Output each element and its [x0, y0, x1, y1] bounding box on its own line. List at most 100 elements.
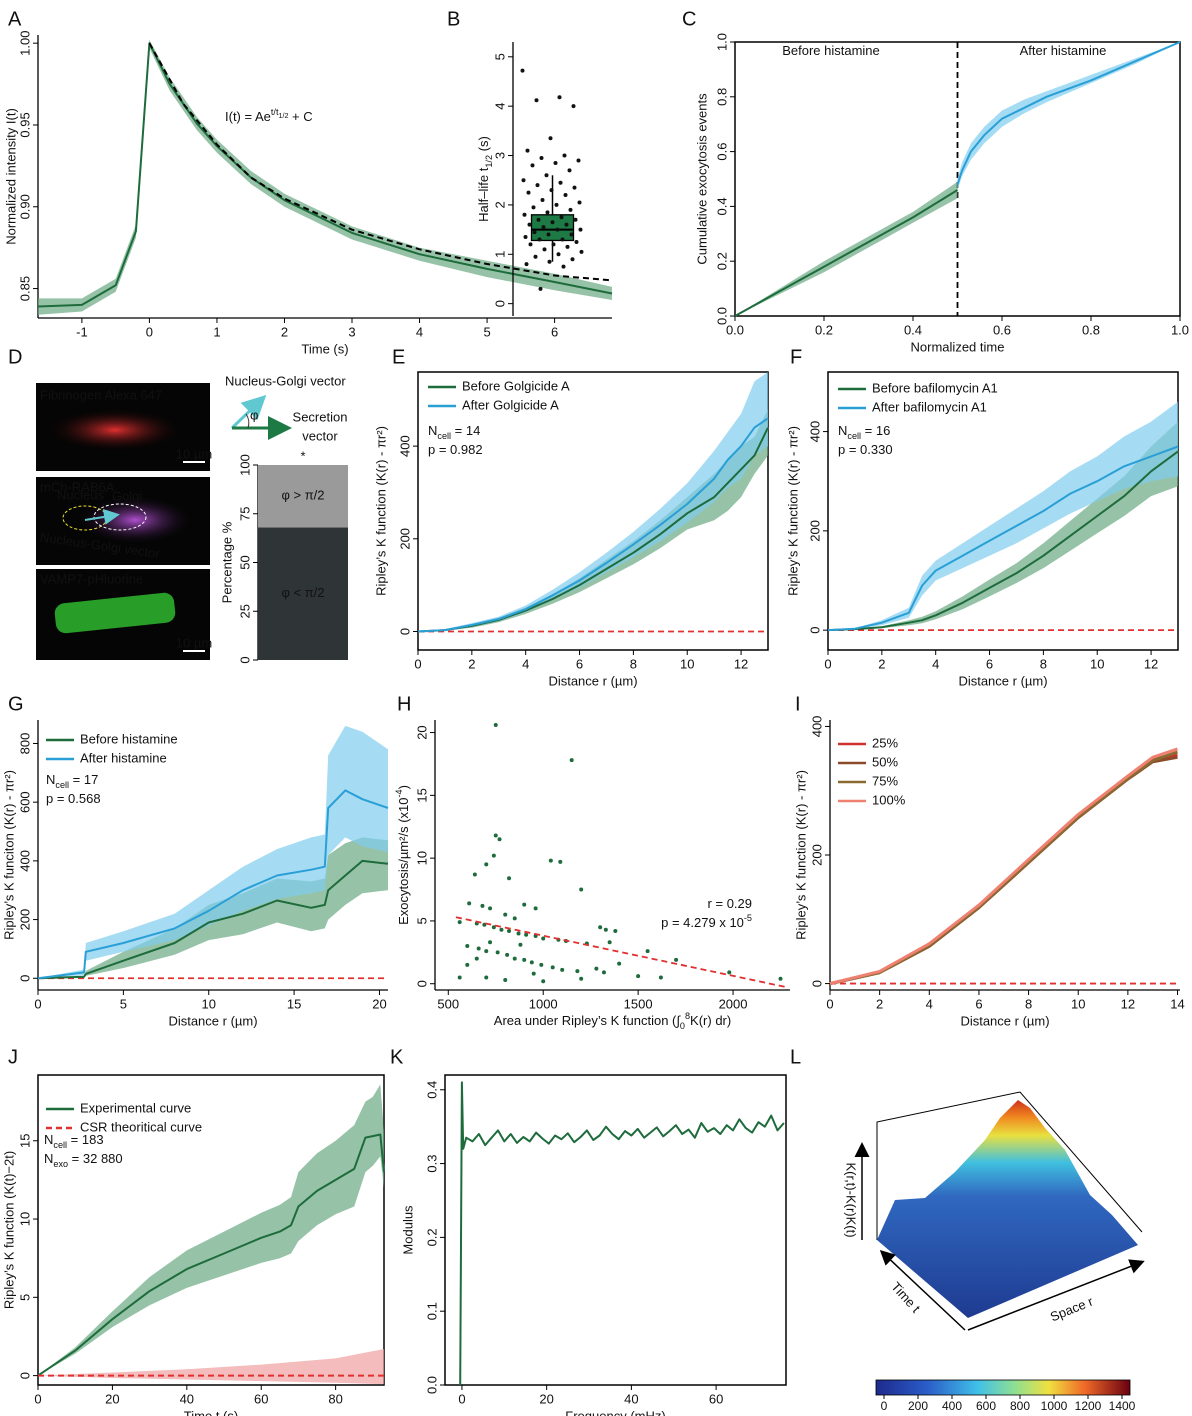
- point: [601, 970, 606, 975]
- point: [488, 940, 493, 945]
- image-signal: [54, 592, 176, 634]
- point: [598, 925, 603, 930]
- point: [567, 168, 572, 173]
- annotation: Ncell = 14: [428, 423, 480, 441]
- annotation: p = 0.330: [838, 442, 893, 457]
- x-tick-label: 4: [932, 656, 939, 671]
- line: [829, 755, 1178, 986]
- point: [476, 946, 481, 951]
- y-tick-label: 200: [807, 520, 822, 542]
- x-tick-label: 1000: [529, 996, 558, 1011]
- panel-letter: D: [8, 346, 22, 368]
- point: [576, 158, 581, 163]
- point: [495, 950, 500, 955]
- image-signal: [45, 408, 185, 452]
- point: [480, 903, 485, 908]
- colorbar-tick-label: 600: [976, 1399, 996, 1413]
- annotation-part: = 17: [69, 772, 98, 787]
- point: [546, 232, 551, 237]
- confidence-band: [38, 1084, 384, 1376]
- point: [503, 977, 508, 982]
- point: [636, 974, 641, 979]
- annotation-part: = 14: [451, 423, 480, 438]
- x-axis-label: Frequency (mHz): [565, 1408, 665, 1416]
- annotation: Ncell = 183: [44, 1132, 104, 1150]
- annotation-sup: -5: [744, 913, 752, 923]
- y-tick-label: 0: [17, 1372, 32, 1379]
- point: [603, 927, 608, 932]
- diagram-label: φ: [250, 407, 258, 422]
- colorbar-tick-label: 1200: [1075, 1399, 1102, 1413]
- y-tick-label: 200: [397, 528, 412, 550]
- y-tick-label: 0.0: [424, 1376, 439, 1394]
- y-tick-label: 0.85: [17, 276, 32, 301]
- point: [658, 975, 663, 980]
- colorbar-tick-label: 0: [881, 1399, 888, 1413]
- point: [522, 212, 527, 217]
- y-tick-label: 0.4: [714, 197, 729, 215]
- point: [507, 928, 512, 933]
- point: [507, 876, 512, 881]
- segment-label: φ < π/2: [281, 585, 324, 600]
- line: [37, 42, 613, 308]
- point: [579, 249, 584, 254]
- arrow: [230, 394, 267, 430]
- y-tick-label: 200: [17, 909, 32, 931]
- x-tick-label: 0: [146, 324, 153, 339]
- x-tick-label: 10: [201, 996, 215, 1011]
- legend-label: 100%: [872, 792, 906, 807]
- x-axis-label-part: K(r) dr): [690, 1013, 731, 1028]
- point: [516, 931, 521, 936]
- x-tick-label: 60: [254, 1391, 268, 1406]
- x-tick-label: 0: [458, 1391, 465, 1406]
- x-tick-label: 10: [680, 656, 694, 671]
- confidence-band: [735, 181, 958, 316]
- line: [37, 789, 389, 980]
- annotation: Nexo = 32 880: [44, 1151, 123, 1169]
- x-tick-label: 2000: [719, 996, 748, 1011]
- point: [532, 230, 537, 235]
- y-tick-label: 0.90: [17, 194, 32, 219]
- panel-letter: J: [8, 1046, 18, 1068]
- line: [827, 445, 1179, 632]
- point: [520, 68, 525, 73]
- point: [540, 197, 545, 202]
- y-tick-label: 0.2: [714, 252, 729, 270]
- legend-label: 25%: [872, 735, 898, 750]
- annotation-part: p = 0.982: [428, 442, 483, 457]
- y-axis-label: Half–life t1/2 (s): [476, 136, 494, 222]
- x-tick-label: 2: [878, 656, 885, 671]
- point: [491, 853, 496, 858]
- x-tick-label: 6: [576, 656, 583, 671]
- y-axis-label: Modulus: [400, 1205, 415, 1255]
- y-tick-label: 400: [17, 850, 32, 872]
- x-tick-label: 0: [826, 996, 833, 1011]
- annotation-part: r = 0.29: [708, 896, 752, 911]
- point: [579, 976, 584, 981]
- annotation-part: = 183: [67, 1132, 104, 1147]
- panel-letter: F: [790, 346, 802, 368]
- point: [534, 98, 539, 103]
- y-tick-label: 0.8: [714, 88, 729, 106]
- annotation-part: After histamine: [1020, 43, 1107, 58]
- y-tick-label: 1: [492, 251, 507, 258]
- y-tick-label: 20: [414, 725, 429, 739]
- point: [472, 872, 477, 877]
- annotation: I(t) = Aet/t1/2 + C: [225, 107, 313, 124]
- point: [558, 180, 563, 185]
- y-tick-label: 0.0: [714, 307, 729, 325]
- y-tick-label: 0.1: [424, 1302, 439, 1320]
- point: [569, 232, 574, 237]
- x-tick-label: 3: [348, 324, 355, 339]
- x-axis-label-sup: 8: [685, 1011, 690, 1021]
- y-axis-label: Ripley’s K funciton (K(r) - πr²): [1, 770, 16, 940]
- x-tick-label: 20: [105, 1391, 119, 1406]
- line: [734, 189, 959, 317]
- line: [827, 450, 1179, 632]
- annotation: Before histamine: [782, 43, 880, 58]
- point: [457, 920, 462, 925]
- annotation-part: = 32 880: [68, 1151, 123, 1166]
- y-tick-label: 1.0: [714, 33, 729, 51]
- point: [568, 207, 573, 212]
